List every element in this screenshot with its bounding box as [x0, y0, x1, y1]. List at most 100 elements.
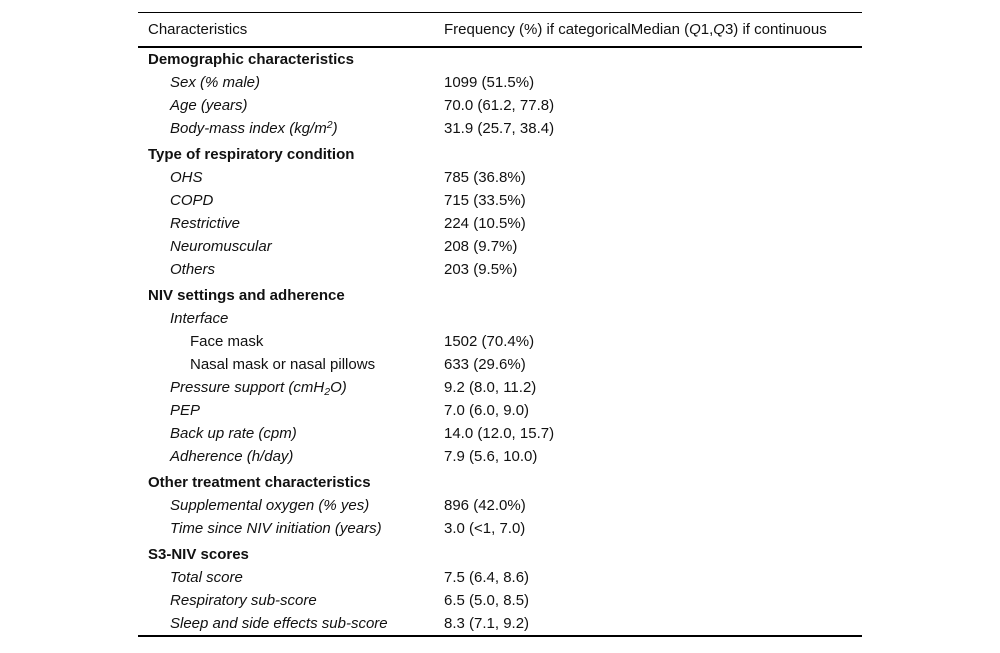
table-row: Face mask 1502 (70.4%): [138, 330, 862, 353]
table-row: Total score 7.5 (6.4, 8.6): [138, 566, 862, 589]
table-row: Others 203 (9.5%): [138, 258, 862, 281]
table-row: Pressure support (cmH2O) 9.2 (8.0, 11.2): [138, 376, 862, 399]
section-header-row: NIV settings and adherence: [138, 284, 862, 307]
text-segment: Sex (% male): [170, 74, 261, 91]
value-cell: 896 (42.0%): [444, 497, 526, 514]
characteristic-cell: Interface: [138, 307, 228, 330]
text-segment: PEP: [170, 402, 201, 419]
text-segment: Demographic characteristics: [148, 51, 354, 68]
value-cell: 7.5 (6.4, 8.6): [444, 569, 530, 586]
characteristic-cell: Other treatment characteristics: [138, 471, 371, 494]
text-segment: S3-NIV scores: [148, 546, 249, 563]
characteristic-cell: Adherence (h/day): [138, 445, 293, 468]
value-cell: 6.5 (5.0, 8.5): [444, 592, 530, 609]
characteristic-cell: Pressure support (cmH2O): [138, 376, 347, 399]
table-row: Interface: [138, 307, 862, 330]
section-header-row: Type of respiratory condition: [138, 143, 862, 166]
characteristic-cell: Nasal mask or nasal pillows: [138, 353, 375, 376]
text-segment: Other treatment characteristics: [148, 474, 371, 491]
table-body: Demographic characteristics Sex (% male) 1…: [138, 48, 862, 635]
text-segment: Back up rate (cpm): [170, 425, 297, 442]
text-segment: Time since NIV initiation (years): [170, 520, 382, 537]
text-segment: 2: [326, 118, 333, 131]
text-segment: Interface: [170, 310, 229, 327]
characteristic-cell: S3-NIV scores: [138, 543, 249, 566]
characteristic-cell: Demographic characteristics: [138, 48, 354, 71]
value-cell: 70.0 (61.2, 77.8): [444, 97, 555, 114]
table-row: Nasal mask or nasal pillows 633 (29.6%): [138, 353, 862, 376]
text-segment: Q: [689, 21, 701, 38]
value-cell: 1502 (70.4%): [444, 333, 535, 350]
characteristic-cell: Time since NIV initiation (years): [138, 517, 382, 540]
text-segment: 1,: [700, 21, 714, 38]
value-cell: 1099 (51.5%): [444, 74, 535, 91]
characteristic-cell: Others: [138, 258, 215, 281]
value-cell: 3.0 (<1, 7.0): [444, 520, 526, 537]
text-segment: Total score: [170, 569, 243, 586]
value-cell: 14.0 (12.0, 15.7): [444, 425, 555, 442]
section-header-row: Demographic characteristics: [138, 48, 862, 71]
value-cell: 203 (9.5%): [444, 261, 518, 278]
value-cell: 208 (9.7%): [444, 238, 518, 255]
text-segment: OHS: [170, 169, 203, 186]
text-segment: Q: [713, 21, 725, 38]
text-segment: Neuromuscular: [170, 238, 272, 255]
table-row: Respiratory sub-score 6.5 (5.0, 8.5): [138, 589, 862, 612]
header-frequency-median: Frequency (%) if categoricalMedian (Q1,Q…: [444, 13, 827, 46]
text-segment: Type of respiratory condition: [148, 146, 355, 163]
characteristic-cell: NIV settings and adherence: [138, 284, 345, 307]
value-cell: 31.9 (25.7, 38.4): [444, 120, 555, 137]
table-bottom-rule: [138, 635, 862, 637]
text-segment: Age (years): [170, 97, 248, 114]
value-cell: 633 (29.6%): [444, 356, 526, 373]
text-segment: ): [332, 120, 338, 137]
text-segment: Supplemental oxygen (% yes): [170, 497, 370, 514]
text-segment: Sleep and side effects sub-score: [170, 615, 388, 632]
table-row: Time since NIV initiation (years) 3.0 (<1…: [138, 517, 862, 540]
characteristic-cell: Restrictive: [138, 212, 240, 235]
value-cell: 7.9 (5.6, 10.0): [444, 448, 538, 465]
text-segment: 2: [324, 386, 331, 399]
text-segment: Pressure support (cmH: [170, 379, 325, 396]
text-segment: Body-mass index (kg/m: [170, 120, 327, 137]
value-cell: 785 (36.8%): [444, 169, 526, 186]
value-cell: 8.3 (7.1, 9.2): [444, 615, 530, 632]
characteristic-cell: Sleep and side effects sub-score: [138, 612, 388, 635]
section-header-row: Other treatment characteristics: [138, 471, 862, 494]
table-row: Supplemental oxygen (% yes) 896 (42.0%): [138, 494, 862, 517]
characteristic-cell: Total score: [138, 566, 243, 589]
section-header-row: S3-NIV scores: [138, 543, 862, 566]
characteristic-cell: Age (years): [138, 94, 248, 117]
characteristic-cell: Neuromuscular: [138, 235, 272, 258]
value-cell: 7.0 (6.0, 9.0): [444, 402, 530, 419]
table-row: COPD 715 (33.5%): [138, 189, 862, 212]
characteristic-cell: Body-mass index (kg/m2): [138, 117, 338, 140]
table-top-rule: [138, 12, 862, 13]
text-segment: Nasal mask or nasal pillows: [190, 356, 376, 373]
characteristic-cell: Type of respiratory condition: [138, 143, 354, 166]
table-row: Body-mass index (kg/m2) 31.9 (25.7, 38.4): [138, 117, 862, 140]
characteristic-cell: Face mask: [138, 330, 263, 353]
text-segment: Frequency (%) if categoricalMedian (: [444, 21, 690, 38]
characteristic-cell: OHS: [138, 166, 203, 189]
text-segment: 3) if continuous: [724, 21, 827, 38]
table-row: Neuromuscular 208 (9.7%): [138, 235, 862, 258]
text-segment: Restrictive: [170, 215, 241, 232]
table-row: Sex (% male) 1099 (51.5%): [138, 71, 862, 94]
text-segment: COPD: [170, 192, 214, 209]
text-segment: Face mask: [190, 333, 264, 350]
table-row: Adherence (h/day) 7.9 (5.6, 10.0): [138, 445, 862, 468]
table-row: Sleep and side effects sub-score 8.3 (7.1…: [138, 612, 862, 635]
table-row: Back up rate (cpm) 14.0 (12.0, 15.7): [138, 422, 862, 445]
text-segment: NIV settings and adherence: [148, 287, 345, 304]
value-cell: 715 (33.5%): [444, 192, 526, 209]
characteristic-cell: COPD: [138, 189, 213, 212]
characteristic-cell: PEP: [138, 399, 200, 422]
characteristics-table: Characteristics Frequency (%) if categor…: [138, 12, 862, 637]
text-segment: Respiratory sub-score: [170, 592, 317, 609]
characteristic-cell: Back up rate (cpm): [138, 422, 297, 445]
table-row: Restrictive 224 (10.5%): [138, 212, 862, 235]
value-cell: 9.2 (8.0, 11.2): [444, 379, 537, 396]
table-header-row: Characteristics Frequency (%) if categor…: [138, 13, 862, 46]
characteristic-cell: Sex (% male): [138, 71, 260, 94]
